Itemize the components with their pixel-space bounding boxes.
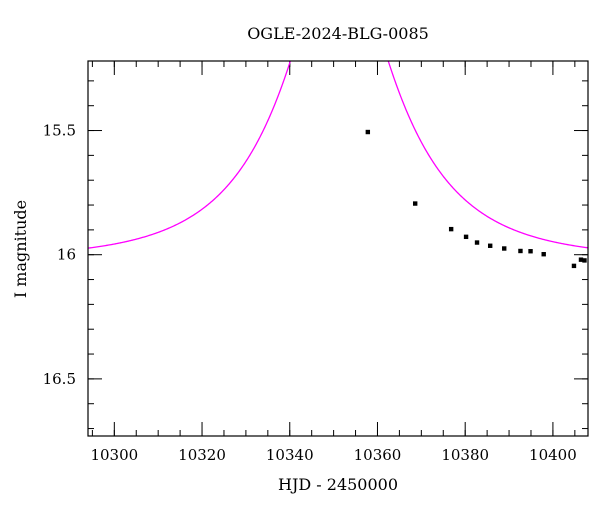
x-tick-label: 10400 bbox=[529, 446, 577, 464]
plot-frame bbox=[87, 60, 589, 437]
data-point bbox=[474, 240, 480, 245]
data-point bbox=[518, 248, 523, 254]
data-point bbox=[582, 258, 587, 263]
data-point bbox=[571, 263, 577, 269]
y-tick-label: 15.5 bbox=[43, 122, 76, 140]
x-tick-label: 10380 bbox=[441, 446, 489, 464]
y-tick-label: 16 bbox=[57, 246, 76, 264]
data-point bbox=[365, 129, 371, 135]
y-axis-label: I magnitude bbox=[11, 200, 30, 298]
data-point bbox=[541, 252, 546, 257]
data-point bbox=[487, 243, 493, 248]
x-tick-labels: 10300 10320 10340 10360 10380 10400 bbox=[90, 446, 576, 464]
data-point bbox=[578, 257, 584, 262]
chart-title: OGLE-2024-BLG-0085 bbox=[247, 24, 429, 43]
data-point bbox=[448, 226, 454, 232]
data-point bbox=[502, 246, 507, 251]
x-tick-label: 10340 bbox=[266, 446, 314, 464]
y-tick-label: 16.5 bbox=[43, 370, 76, 388]
data-point bbox=[528, 249, 533, 254]
data-point bbox=[412, 201, 418, 206]
data-point bbox=[463, 234, 469, 240]
x-tick-label: 10320 bbox=[178, 446, 226, 464]
data-points bbox=[365, 129, 587, 269]
model-curve bbox=[88, 61, 588, 249]
major-ticks bbox=[88, 61, 588, 436]
x-axis-label: HJD - 2450000 bbox=[278, 475, 398, 494]
x-tick-label: 10360 bbox=[354, 446, 402, 464]
y-tick-labels: 15.5 16 16.5 bbox=[43, 122, 76, 388]
minor-ticks bbox=[88, 61, 588, 436]
x-tick-label: 10300 bbox=[90, 446, 138, 464]
